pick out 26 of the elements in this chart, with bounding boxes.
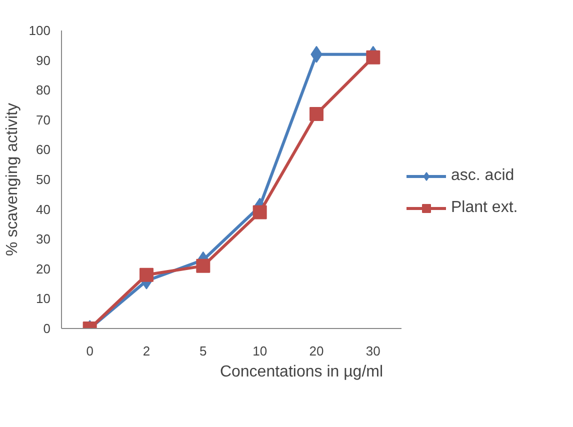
x-tick-label: 30 [366, 344, 380, 358]
x-tick-label: 2 [142, 344, 150, 358]
point [366, 50, 380, 64]
y-tick-label: 40 [36, 202, 51, 217]
point [140, 268, 154, 282]
point [252, 205, 267, 220]
y-tick-label: 100 [28, 23, 51, 38]
x-tick-label: 20 [309, 344, 324, 358]
point [310, 106, 324, 121]
y-tick-label: 50 [36, 172, 51, 187]
x-tick-label: 5 [200, 344, 207, 358]
y-tick-label: 70 [36, 112, 51, 128]
y-tick-label: 80 [36, 82, 51, 98]
y-tick-label: 30 [36, 232, 51, 247]
y-tick-label: 90 [36, 52, 51, 68]
y-tick-label: 60 [36, 142, 51, 158]
y-tick-label: 20 [36, 261, 51, 276]
x-tick-label: 0 [86, 344, 94, 358]
legend-label: Plant ext. [451, 199, 518, 217]
y-axis-title: % scavenging activity [4, 103, 21, 256]
legend-label: asc. acid [451, 167, 514, 185]
y-tick-label: 0 [43, 321, 51, 336]
x-axis-title: Concentations in µg/ml [220, 364, 384, 380]
point [196, 258, 210, 273]
y-tick-label: 10 [36, 291, 51, 306]
x-tick-label: 10 [252, 344, 268, 358]
